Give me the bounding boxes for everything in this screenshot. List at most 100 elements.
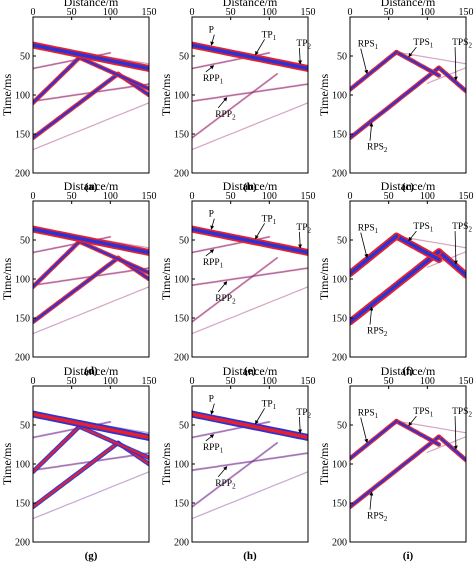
event-refl1b-core — [78, 425, 149, 459]
y-tick-label: 50 — [337, 421, 347, 432]
event-direct-core — [192, 412, 308, 440]
y-tick-label: 200 — [174, 169, 189, 180]
y-tick-label: 50 — [20, 421, 30, 432]
x-tick-label: 150 — [301, 191, 316, 202]
annotation-arrow — [255, 39, 265, 56]
x-tick-label: 50 — [67, 376, 77, 387]
y-tick-label: 50 — [337, 52, 347, 63]
annotation-label-rps1: RPS1 — [358, 409, 379, 421]
annotation-label-p: P — [209, 210, 214, 220]
panel-label: (i) — [403, 550, 414, 562]
event-ps1-core — [350, 420, 398, 460]
event-deep-core — [33, 286, 149, 334]
event-refl1b-core — [78, 240, 149, 274]
y-tick-label: 200 — [332, 538, 347, 549]
y-tick-label: 150 — [174, 499, 189, 510]
annotation-arrow — [205, 65, 215, 73]
event-refl2-core — [33, 72, 120, 139]
y-tick-label: 200 — [15, 538, 30, 549]
event-ps3-outer — [395, 51, 466, 65]
x-axis-label: Distance/m — [223, 0, 278, 9]
event-direct-core — [33, 412, 149, 440]
annotation-label-tps1: TPS1 — [413, 407, 433, 419]
event-refl2-core — [192, 257, 278, 323]
x-tick-label: 50 — [384, 191, 394, 202]
event-ps2b-core — [437, 66, 466, 93]
x-tick-label: 0 — [31, 7, 36, 18]
annotation-label-rps1: RPS1 — [358, 40, 379, 52]
annotation-arrow — [360, 232, 369, 259]
x-tick-label: 50 — [226, 7, 236, 18]
y-axis-label: Time/ms — [0, 258, 14, 301]
event-ps3-core — [396, 51, 466, 65]
x-tick-label: 0 — [348, 7, 353, 18]
annotation-arrow — [217, 97, 228, 109]
x-tick-label: 0 — [348, 191, 353, 202]
wavefield — [33, 410, 149, 520]
panel-label: (e) — [244, 365, 257, 377]
y-tick-label: 150 — [15, 314, 30, 325]
x-tick-label: 150 — [301, 376, 316, 387]
wavefield — [33, 41, 149, 151]
panel-label: (g) — [85, 550, 98, 562]
annotation-arrow — [255, 408, 265, 425]
y-tick-label: 50 — [179, 421, 189, 432]
event-ps2-core — [350, 435, 440, 508]
y-axis-label: Time/ms — [159, 443, 173, 486]
panel-label: (c) — [402, 181, 415, 193]
annotation-label-rps2: RPS2 — [367, 327, 388, 339]
y-tick-label: 150 — [332, 314, 347, 325]
panel-label: (h) — [243, 550, 257, 562]
event-refl2-outer — [192, 72, 279, 139]
annotation-label-rpp2: RPP2 — [215, 110, 236, 122]
event-refl2-outer — [192, 441, 279, 508]
annotation-label-rps2: RPS2 — [367, 143, 388, 155]
event-refl1-core — [33, 240, 81, 288]
event-rpp2-core — [192, 83, 308, 102]
wavefield — [192, 41, 308, 151]
annotation-label-tp1: TP1 — [262, 30, 277, 42]
event-rpp2-core — [192, 267, 308, 286]
y-tick-label: 200 — [332, 353, 347, 364]
event-deep-core — [33, 471, 149, 519]
annotation-arrow — [210, 34, 215, 46]
wavefield — [33, 225, 149, 335]
x-tick-label: 50 — [226, 376, 236, 387]
annotation-arrow — [369, 491, 374, 510]
annotation-arrow — [298, 416, 303, 434]
x-tick-label: 150 — [459, 7, 474, 18]
annotation-label-rps1: RPS1 — [358, 224, 379, 236]
annotation-label-tp2: TP2 — [296, 408, 311, 420]
x-tick-label: 0 — [190, 191, 195, 202]
panel-h: 0 50 100 150Distance/m50100150200Time/ms(h)… — [159, 364, 316, 562]
x-tick-label: 100 — [262, 191, 277, 202]
x-tick-label: 100 — [420, 376, 435, 387]
event-refl1-core — [33, 56, 81, 104]
annotation-arrow — [408, 230, 417, 242]
event-deep-core — [192, 286, 308, 334]
annotation-label-tps1: TPS1 — [413, 222, 433, 234]
y-tick-label: 150 — [15, 499, 30, 510]
y-tick-label: 100 — [174, 275, 189, 286]
x-tick-label: 100 — [420, 7, 435, 18]
x-axis-label: Distance/m — [381, 364, 436, 378]
x-tick-label: 100 — [420, 191, 435, 202]
x-tick-label: 50 — [67, 7, 77, 18]
x-tick-label: 150 — [459, 376, 474, 387]
annotation-arrow — [210, 218, 215, 230]
x-tick-label: 0 — [31, 191, 36, 202]
annotation-arrow — [205, 434, 215, 442]
annotation-arrow — [360, 48, 369, 75]
annotation-label-tp2: TP2 — [296, 39, 311, 51]
x-tick-label: 100 — [262, 376, 277, 387]
annotation-label-tps1: TPS1 — [413, 38, 433, 50]
x-tick-label: 50 — [384, 7, 394, 18]
y-tick-label: 50 — [337, 236, 347, 247]
x-tick-label: 50 — [226, 191, 236, 202]
x-tick-label: 100 — [103, 376, 118, 387]
wavefield — [192, 410, 308, 520]
annotation-label-tp2: TP2 — [296, 223, 311, 235]
event-refl1-core — [33, 425, 81, 473]
